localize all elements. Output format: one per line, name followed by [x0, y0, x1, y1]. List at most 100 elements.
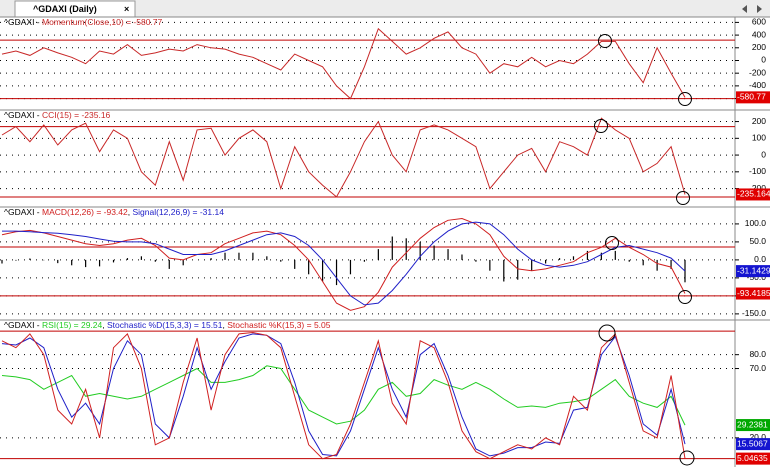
- histogram-bar: [405, 238, 407, 260]
- title-prefix: ^GDAXI -: [4, 320, 42, 330]
- histogram-bar: [628, 259, 630, 262]
- value-box-label: -31.1429: [737, 265, 770, 275]
- histogram-bar: [363, 259, 366, 262]
- y-tick-label: 50.0: [749, 236, 766, 246]
- scroll-left[interactable]: [742, 5, 747, 13]
- tab-bar: [0, 0, 770, 17]
- y-tick-label: 0: [761, 149, 766, 159]
- histogram-bar: [29, 258, 31, 260]
- histogram-bar: [308, 259, 310, 275]
- histogram-bar: [168, 259, 170, 269]
- y-tick-label: -400: [749, 80, 766, 90]
- histogram-bar: [57, 259, 59, 264]
- legend-entry: RSI(15) = 29.24: [42, 320, 103, 330]
- value-box-label: -580.77: [737, 92, 766, 102]
- histogram-bar: [321, 259, 324, 282]
- legend-entry: Stochastic %D(15,3,3) = 15.51: [107, 320, 223, 330]
- histogram-bar: [294, 259, 296, 269]
- series-line: [1, 117, 686, 198]
- histogram-bar: [1, 259, 3, 264]
- series-line: [2, 221, 686, 306]
- legend-entry: Momentum(Close,10) = -580.77: [42, 17, 163, 27]
- legend-entry: Signal(12,26,9) = -31.14: [132, 207, 224, 217]
- value-box-label: 15.5067: [737, 438, 768, 448]
- value-box: [736, 419, 770, 432]
- annotation-circle: [679, 450, 695, 466]
- series-line: [1, 333, 686, 457]
- title-prefix: ^GDAXI -: [4, 17, 42, 27]
- value-box-label: 5.04635: [737, 453, 768, 463]
- y-tick-label: 600: [752, 17, 766, 27]
- y-tick-label: 0.0: [754, 254, 766, 264]
- y-tick-label: 100: [752, 133, 766, 143]
- y-tick-label: 200: [752, 116, 766, 126]
- tab-title[interactable]: ^GDAXI (Daily): [33, 4, 97, 14]
- histogram-bar: [531, 259, 533, 271]
- title-prefix: ^GDAXI -: [4, 110, 42, 120]
- title-separator: ,: [223, 320, 228, 330]
- y-tick-label: 80.0: [749, 349, 766, 359]
- y-tick-label: 400: [752, 29, 766, 39]
- histogram-bar: [600, 252, 602, 260]
- histogram-bar: [614, 250, 616, 260]
- histogram-bar: [391, 236, 393, 260]
- panel-title: ^GDAXI - RSI(15) = 29.24, Stochastic %D(…: [4, 320, 331, 330]
- histogram-bar: [433, 245, 435, 260]
- histogram-bar: [545, 259, 547, 264]
- y-tick-label: 70.0: [749, 363, 766, 373]
- value-box: [736, 91, 770, 104]
- annotation-circle: [594, 119, 608, 133]
- value-box-label: 29.2381: [737, 419, 768, 429]
- histogram-bar: [85, 259, 87, 268]
- value-box: [736, 188, 770, 201]
- panel-title: ^GDAXI - CCI(15) = -235.16: [4, 110, 111, 120]
- y-tick-label: -150.0: [742, 308, 766, 318]
- histogram-bar: [461, 254, 463, 260]
- histogram-bar: [238, 252, 240, 260]
- histogram-bar: [126, 258, 129, 260]
- y-tick-label: 20.0: [749, 432, 766, 442]
- y-tick-label: -50.0: [747, 272, 767, 282]
- annotation-circle: [605, 236, 619, 250]
- y-tick-label: 200: [752, 42, 766, 52]
- y-tick-label: -100: [749, 166, 766, 176]
- histogram-bar: [558, 258, 561, 260]
- panel-title: ^GDAXI - MACD(12,26) = -93.42, Signal(12…: [4, 207, 224, 217]
- series-line: [1, 27, 686, 100]
- histogram-bar: [112, 259, 115, 263]
- series-line: [1, 365, 686, 426]
- series-line: [1, 331, 686, 460]
- histogram-bar: [475, 259, 477, 262]
- histogram-bar: [210, 258, 212, 260]
- value-box: [736, 452, 770, 465]
- histogram-bar: [517, 259, 519, 280]
- histogram-bar: [447, 249, 449, 260]
- y-tick-label: -200: [749, 67, 766, 77]
- annotations: [594, 34, 695, 466]
- value-box: [736, 265, 770, 278]
- histogram-bar: [154, 259, 156, 262]
- histogram-bar: [280, 259, 282, 262]
- histogram-bar: [266, 256, 268, 260]
- histogram-bar: [377, 249, 379, 260]
- scroll-right[interactable]: [757, 5, 762, 13]
- y-tick-label: 100.0: [745, 218, 767, 228]
- annotation-circle: [598, 34, 612, 48]
- y-tick-label: 0: [761, 55, 766, 65]
- value-box-label: -93.4185: [737, 288, 770, 298]
- histogram-bar: [140, 256, 142, 260]
- histogram-bar: [182, 259, 184, 266]
- histogram-bar: [489, 259, 491, 271]
- legend-entry: CCI(15) = -235.16: [42, 110, 111, 120]
- tab-close[interactable]: ×: [124, 4, 129, 14]
- histogram-bar: [572, 256, 575, 260]
- histogram-bar: [15, 259, 17, 261]
- histogram-bar: [656, 259, 658, 271]
- value-box: [736, 287, 770, 300]
- title-prefix: ^GDAXI -: [4, 207, 42, 217]
- histogram-bar: [98, 259, 101, 267]
- y-tick-label: -200: [749, 183, 766, 193]
- histogram-bar: [503, 259, 505, 282]
- panel-title: ^GDAXI - Momentum(Close,10) = -580.77: [4, 17, 163, 27]
